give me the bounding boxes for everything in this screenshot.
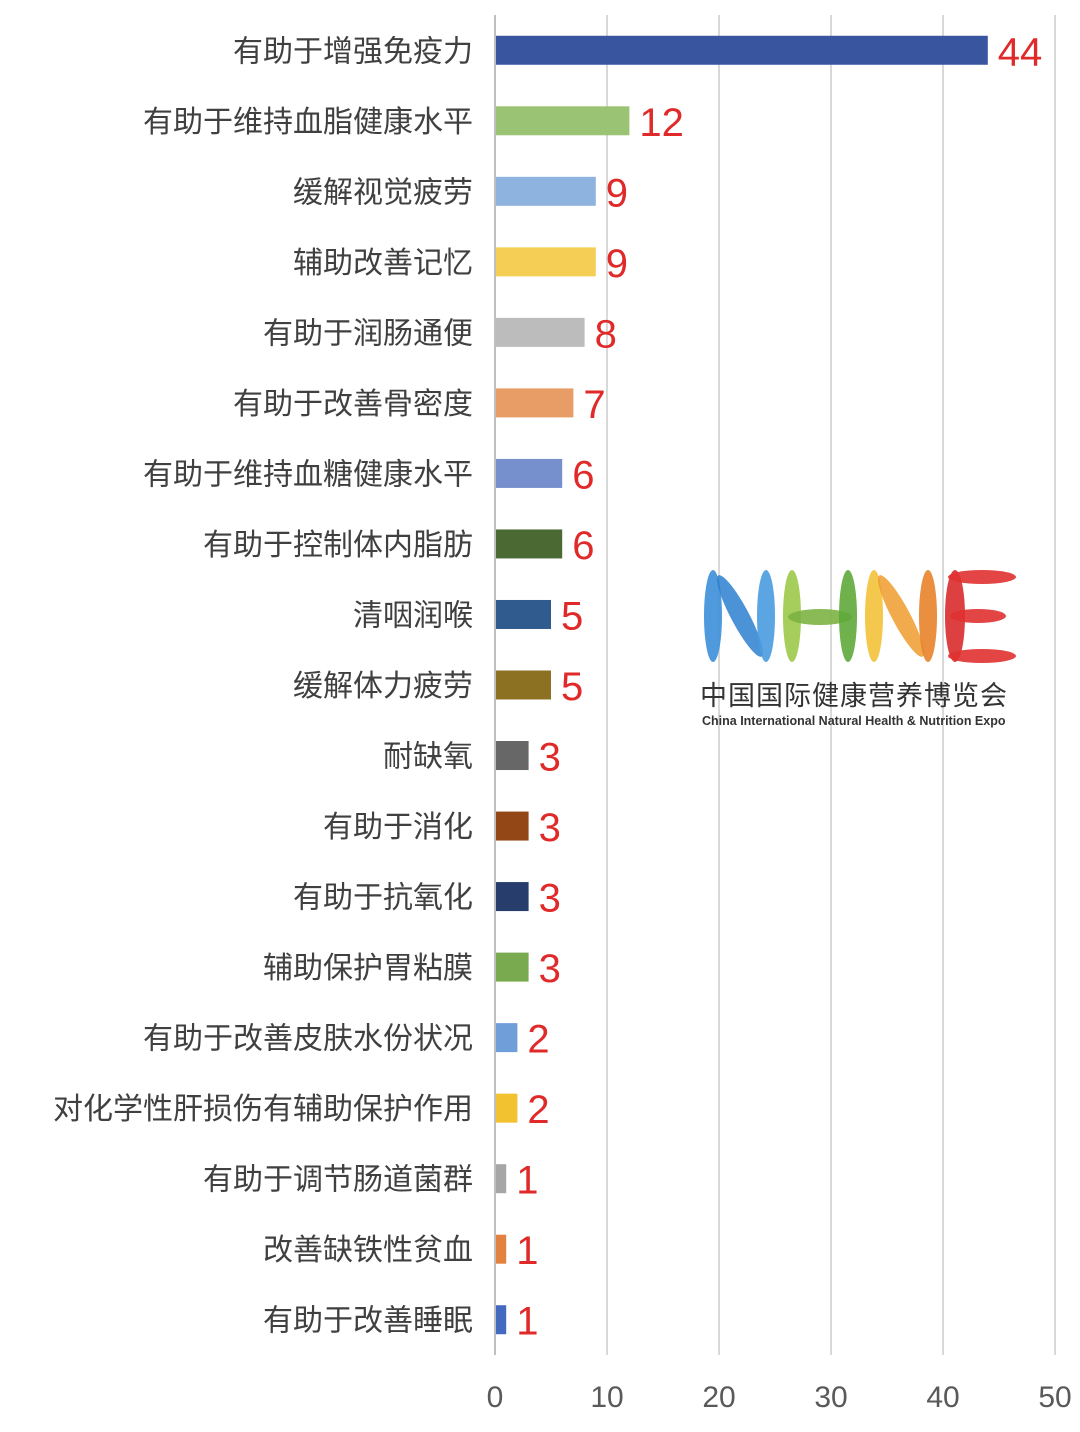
x-tick-label: 20 — [702, 1381, 735, 1414]
category-label: 辅助保护胃粘膜 — [263, 951, 473, 986]
value-label: 12 — [639, 101, 684, 145]
category-label: 有助于维持血脂健康水平 — [143, 105, 473, 140]
value-label: 9 — [606, 242, 628, 286]
category-label: 有助于改善骨密度 — [233, 387, 473, 422]
bar — [496, 670, 551, 700]
category-label: 有助于抗氧化 — [293, 881, 473, 916]
bars — [496, 35, 988, 1335]
value-label: 6 — [572, 524, 594, 568]
bar — [496, 317, 585, 347]
category-label: 有助于消化 — [323, 810, 473, 845]
category-label: 缓解体力疲劳 — [293, 669, 473, 704]
category-label: 清咽润喉 — [353, 598, 473, 633]
category-label: 有助于改善睡眠 — [263, 1304, 473, 1339]
x-tick-label: 50 — [1038, 1381, 1071, 1414]
value-label: 7 — [583, 383, 605, 427]
category-label: 辅助改善记忆 — [293, 246, 473, 281]
logo-name-cn: 中国国际健康营养博览会 — [700, 681, 1008, 712]
category-labels: 有助于增强免疫力有助于维持血脂健康水平缓解视觉疲劳辅助改善记忆有助于润肠通便有助… — [53, 34, 473, 1338]
x-tick-label: 30 — [814, 1381, 847, 1414]
category-label: 对化学性肝损伤有辅助保护作用 — [53, 1092, 473, 1127]
bar — [496, 952, 529, 982]
value-label: 5 — [561, 665, 583, 709]
x-tick-label: 10 — [590, 1381, 623, 1414]
category-label: 缓解视觉疲劳 — [293, 175, 473, 210]
bar — [496, 388, 574, 418]
value-label: 3 — [539, 947, 561, 991]
grid-lines — [494, 15, 1056, 1355]
value-label: 5 — [561, 594, 583, 638]
category-label: 耐缺氧 — [383, 740, 473, 775]
bar — [496, 882, 529, 912]
value-label: 3 — [539, 806, 561, 850]
value-label: 1 — [516, 1300, 538, 1344]
bar — [496, 529, 563, 559]
bar — [496, 741, 529, 771]
logo-name-en: China International Natural Health & Nut… — [702, 714, 1006, 728]
x-axis-ticks: 0 10 20 30 40 50 — [487, 1381, 1072, 1414]
category-label: 有助于改善皮肤水份状况 — [143, 1022, 473, 1057]
bar — [496, 599, 551, 629]
bar — [496, 811, 529, 841]
value-label: 2 — [527, 1088, 549, 1132]
category-label: 有助于增强免疫力 — [233, 34, 473, 69]
x-tick-label: 0 — [487, 1381, 504, 1414]
value-label: 44 — [998, 30, 1043, 74]
category-label: 改善缺铁性贫血 — [263, 1233, 473, 1268]
bar — [496, 1164, 507, 1194]
value-label: 9 — [606, 171, 628, 215]
value-label: 8 — [595, 312, 617, 356]
bar — [496, 1093, 518, 1123]
bar — [496, 1305, 507, 1335]
bar — [496, 35, 988, 65]
bar — [496, 247, 596, 277]
value-label: 1 — [516, 1229, 538, 1273]
bar — [496, 1234, 507, 1264]
value-label: 1 — [516, 1159, 538, 1203]
bar — [496, 458, 563, 488]
category-label: 有助于润肠通便 — [263, 316, 473, 351]
value-label: 6 — [572, 453, 594, 497]
category-label: 有助于控制体内脂肪 — [203, 528, 473, 563]
category-label: 有助于维持血糖健康水平 — [143, 457, 473, 492]
bar — [496, 176, 596, 206]
value-label: 3 — [539, 877, 561, 921]
x-tick-label: 40 — [926, 1381, 959, 1414]
value-label: 2 — [527, 1018, 549, 1062]
bar — [496, 1023, 518, 1053]
nhne-logo: 中国国际健康营养博览会 China International Natural … — [700, 568, 1020, 738]
nhne-logo-mark — [704, 570, 1016, 663]
bar — [496, 106, 630, 136]
category-label: 有助于调节肠道菌群 — [203, 1163, 473, 1198]
value-label: 3 — [539, 736, 561, 780]
